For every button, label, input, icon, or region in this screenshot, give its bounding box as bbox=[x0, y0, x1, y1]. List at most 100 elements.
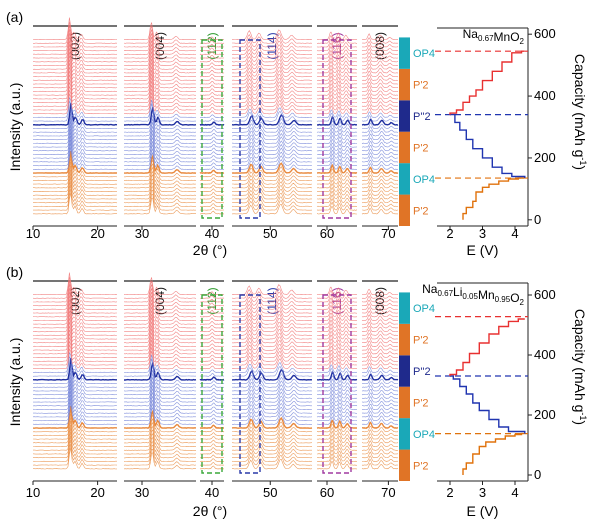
xrd-trace bbox=[361, 163, 399, 170]
xrd-trace bbox=[123, 103, 196, 122]
xrd-trace bbox=[123, 388, 196, 407]
cap-label-end: ) bbox=[572, 165, 588, 170]
xrd-trace bbox=[199, 432, 225, 437]
xrd-trace bbox=[232, 59, 313, 70]
xrd-trace bbox=[200, 324, 225, 329]
xrd-trace bbox=[231, 110, 313, 122]
xrd-trace bbox=[123, 186, 197, 204]
phase-label: P'2 bbox=[413, 142, 429, 154]
xrd-trace bbox=[32, 402, 118, 425]
xrd-trace bbox=[123, 328, 197, 347]
xrd-trace bbox=[231, 170, 313, 181]
xrd-trace bbox=[361, 314, 398, 321]
material-text: O bbox=[510, 291, 519, 305]
xrd-trace bbox=[199, 447, 225, 451]
xrd-trace bbox=[232, 122, 313, 133]
xrd-trace bbox=[124, 151, 197, 170]
charge-curve bbox=[450, 375, 526, 434]
xrd-trace bbox=[231, 451, 313, 462]
xrd-trace bbox=[361, 351, 399, 359]
xrd-trace bbox=[361, 366, 399, 373]
xrd-trace bbox=[231, 140, 313, 152]
xrd-trace bbox=[361, 145, 399, 152]
xrd-trace bbox=[362, 425, 399, 433]
material-text: Mn bbox=[478, 288, 495, 302]
xrd-trace bbox=[231, 391, 313, 403]
xrd-trace bbox=[123, 129, 197, 148]
xrd-trace bbox=[32, 17, 118, 41]
xrd-trace bbox=[33, 70, 117, 92]
xrd-trace bbox=[123, 288, 196, 307]
xrd-trace bbox=[361, 303, 399, 310]
xrd-trace bbox=[231, 416, 313, 429]
xrd-trace bbox=[200, 387, 224, 392]
xrd-trace bbox=[232, 421, 313, 433]
peak-highlight-box bbox=[201, 294, 223, 474]
xrd-trace bbox=[200, 47, 225, 52]
phase-bar-segment bbox=[399, 418, 410, 450]
xrd-trace bbox=[231, 162, 313, 174]
xrd-trace bbox=[362, 362, 399, 370]
xrd-trace bbox=[123, 118, 197, 137]
xrd-trace bbox=[361, 48, 399, 55]
xrd-trace bbox=[199, 162, 225, 167]
xrd-trace bbox=[231, 455, 313, 466]
xrd-trace bbox=[32, 169, 118, 193]
xrd-trace bbox=[231, 132, 313, 144]
xrd-trace bbox=[32, 443, 118, 466]
xrd-trace bbox=[33, 181, 118, 204]
xrd-trace bbox=[199, 350, 224, 355]
xrd-trace bbox=[232, 147, 313, 159]
volt-tick-label: 2 bbox=[446, 485, 453, 500]
xrd-trace bbox=[123, 66, 197, 85]
xrd-trace bbox=[123, 25, 197, 44]
xrd-trace bbox=[361, 193, 399, 200]
xrd-trace bbox=[362, 74, 398, 81]
xrd-trace bbox=[199, 147, 225, 152]
xrd-trace bbox=[361, 455, 399, 462]
xrd-trace bbox=[124, 441, 197, 459]
xrd-trace bbox=[232, 36, 313, 48]
xrd-trace bbox=[32, 154, 118, 178]
material-text: Na bbox=[422, 282, 438, 296]
xrd-trace bbox=[361, 410, 399, 418]
xrd-trace bbox=[362, 70, 399, 78]
xrd-trace bbox=[231, 44, 313, 55]
xrd-trace bbox=[123, 159, 196, 178]
xrd-trace bbox=[32, 432, 118, 455]
xrd-trace bbox=[199, 103, 225, 107]
xrd-trace bbox=[123, 189, 196, 207]
xrd-trace bbox=[231, 365, 313, 377]
xrd-trace bbox=[232, 40, 313, 52]
xrd-trace bbox=[32, 51, 118, 74]
xrd-trace bbox=[32, 113, 118, 137]
xrd-trace bbox=[123, 96, 197, 115]
material-subscript: 2 bbox=[520, 298, 525, 307]
xrd-trace bbox=[123, 47, 197, 67]
xrd-trace bbox=[361, 59, 398, 66]
volt-tick-label: 4 bbox=[511, 485, 518, 500]
xrd-trace bbox=[32, 405, 118, 429]
xrd-trace bbox=[362, 400, 398, 407]
xrd-trace bbox=[32, 106, 118, 130]
phase-bar-segment bbox=[399, 323, 410, 356]
xrd-trace bbox=[32, 62, 117, 85]
xrd-trace bbox=[361, 133, 399, 141]
xrd-trace bbox=[231, 432, 313, 444]
x-tick-label: 10 bbox=[26, 485, 40, 500]
xrd-trace bbox=[361, 459, 399, 466]
xrd-trace bbox=[123, 62, 197, 81]
peak-highlight-box bbox=[239, 39, 261, 219]
xrd-trace bbox=[199, 439, 225, 444]
x-axis-label: 2θ (°) bbox=[193, 503, 227, 519]
xrd-trace bbox=[199, 465, 224, 470]
voltage-axis-label: E (V) bbox=[467, 503, 499, 519]
material-subscript: 0.95 bbox=[495, 295, 511, 304]
xrd-trace bbox=[32, 184, 118, 207]
xrd-trace bbox=[32, 25, 118, 48]
xrd-trace bbox=[124, 153, 197, 174]
xrd-trace bbox=[361, 344, 399, 351]
xrd-trace bbox=[33, 372, 118, 396]
xrd-trace bbox=[199, 192, 225, 196]
charge-curve bbox=[462, 432, 525, 475]
